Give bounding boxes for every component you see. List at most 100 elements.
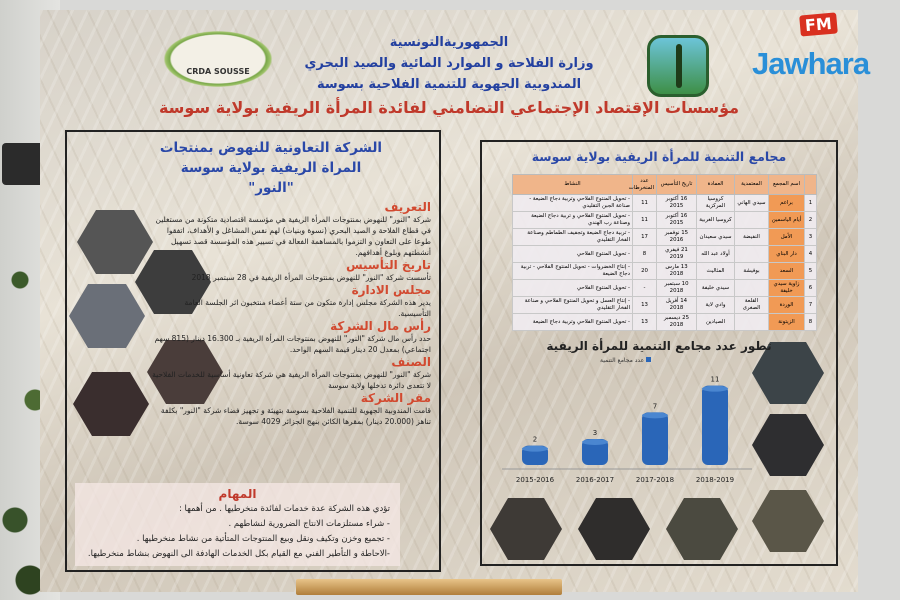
section-type: الصنف شركة "النور" للنهوض بمنتوجات المرأة… — [152, 355, 431, 390]
table-cell: - تحويل المنتوج الفلاحي وتربية دجاج الضي… — [512, 194, 633, 212]
data-label: 3 — [593, 429, 597, 437]
table-row: 6 زاوية سيدي خليفة سيدي خليفة 10 سبتمبر 201… — [512, 279, 817, 297]
panel-title: مجامع التنمية للمرأة الريفية بولاية سوسة — [531, 149, 787, 164]
table-row: 4 دار البناي أولاد عبد الله 21 فيفري 2019 8-… — [512, 245, 817, 263]
table-cell: الزيتونة — [768, 313, 805, 331]
chart-title: تطور عدد مجامع التنمية للمرأة الريفية — [546, 339, 772, 353]
table-cell: - تربية دجاج الضيعة وتجفيف الطماطم وصناع… — [512, 228, 633, 246]
table-cell: سيدي الهاني — [734, 194, 769, 212]
table-cell — [734, 245, 769, 263]
column-header: العمادة — [696, 174, 735, 195]
tick-label: 2017-2018 — [636, 476, 674, 484]
table-cell: النفيضة — [734, 228, 769, 246]
column-header: المعتمدية — [734, 174, 769, 195]
tick-label: 2015-2016 — [516, 476, 555, 484]
tick-label: 2018-2019 — [696, 476, 734, 484]
table-cell: 16 أكتوبر 2015 — [656, 211, 697, 229]
table-cell: 1 — [804, 194, 817, 212]
table-cell: 15 نوفمبر 2016 — [656, 228, 697, 246]
table-cell: 3 — [804, 228, 817, 246]
wooden-stand — [296, 579, 562, 595]
data-label: 11 — [711, 376, 720, 384]
table-cell: بوفيشة — [734, 262, 769, 280]
table-cell: الصيادين — [696, 313, 735, 331]
table-cell — [734, 279, 769, 297]
table-cell: 13 مارس 2018 — [656, 262, 697, 280]
table-cell: براعم — [768, 194, 805, 212]
table-row: 1 براعم سيدي الهاني كروسيا المركزية 16 أكتوب… — [512, 194, 817, 212]
table-cell: سيدي سعيدان — [696, 228, 735, 246]
column-header: عدد المنخرطات — [629, 174, 657, 195]
data-label: 7 — [653, 402, 657, 410]
table-row: 5 السعد بوفيشة المثاليث 13 مارس 2018 20- إنتا… — [512, 262, 817, 280]
header-line: وزارة الفلاحة و الموارد المائية والصيد ا… — [304, 56, 594, 71]
table-cell: 7 — [804, 296, 817, 314]
table-cell — [734, 313, 769, 331]
table-cell: دار البناي — [768, 245, 805, 263]
legend-swatch — [646, 357, 652, 362]
poster-header: الجمهوريةالتونسية وزارة الفلاحة و الموار… — [40, 32, 858, 118]
table-cell: 5 — [804, 262, 817, 280]
table-cell: 20 — [632, 262, 657, 280]
photo — [77, 210, 153, 274]
poster-title: مؤسسات الإقتصاد الإجتماعي التضامني لفائد… — [158, 98, 740, 117]
table-cell — [734, 211, 769, 229]
mission-box: المهام تؤدي هذه الشركة عدة خدمات لفائدة … — [75, 483, 400, 566]
table-cell: 16 أكتوبر 2015 — [656, 194, 697, 212]
section-capital: رأس مال الشركة حدد رأس مال شركة "النور" ل… — [154, 319, 431, 354]
jawhara-fm-watermark: FM Jawhara — [752, 12, 870, 81]
table-cell: كروسيا المركزية — [696, 194, 735, 212]
photo — [752, 414, 824, 476]
bar — [582, 439, 608, 465]
photo — [666, 498, 738, 560]
table-cell: - إنتاج العسل و تحويل المنتوج الفلاحي و … — [512, 296, 633, 314]
table-cell: الوردة — [768, 296, 805, 314]
groups-panel: مجامع التنمية للمرأة الريفية بولاية سوسة… — [480, 140, 838, 566]
bar-top — [702, 385, 728, 392]
crda-logo: CRDA SOUSSE — [158, 28, 278, 90]
poster: CRDA SOUSSE الجمهوريةالتونسية وزارة الفل… — [40, 10, 858, 592]
cooperative-panel: الشركة التعاونية للنهوض بمنتجات المراة ا… — [65, 130, 441, 572]
table-cell: وادي لاية — [696, 296, 735, 314]
table-cell: 2 — [804, 211, 817, 229]
photo — [752, 342, 824, 404]
table-cell: - تحويل المنتوج الفلاحي — [512, 279, 633, 297]
photo — [73, 372, 149, 436]
bar-top — [582, 439, 608, 445]
bar-chart: 2 2015-2016 3 2016-2017 7 2017-2018 11 2018-201… — [502, 376, 752, 484]
table-cell: كروسيا الغربية — [696, 211, 735, 229]
column-header: تاريخ التأسيس — [656, 174, 697, 195]
data-label: 2 — [533, 436, 537, 444]
photo — [490, 498, 562, 560]
column-header: اسم المجمع — [768, 174, 805, 195]
table-row: 8 الزيتونة الصيادين 25 ديسمبر 2018 13- تحويل… — [512, 313, 817, 331]
section-headquarters: مقر الشركة قامت المندوبية الجهوية للتنمية… — [160, 391, 431, 426]
bar — [642, 412, 668, 465]
table-row: 2 أيام الياسمين كروسيا الغربية 16 أكتوبر 20… — [512, 211, 817, 229]
table-row: 3 الأمل النفيضة سيدي سعيدان 15 نوفمبر 2016 17… — [512, 228, 817, 246]
header-line: الجمهوريةالتونسية — [389, 35, 509, 50]
table-row: 7 الوردة القلعة الصغرى وادي لاية 14 أفريل 20… — [512, 296, 817, 314]
table-cell: الأمل — [768, 228, 805, 246]
table-cell: - — [632, 279, 657, 297]
column-header — [804, 174, 817, 195]
table-cell: 8 — [632, 245, 657, 263]
table-cell: 14 أفريل 2018 — [656, 296, 697, 314]
photo — [578, 498, 650, 560]
groups-table: اسم المجمع المعتمدية العمادة تاريخ التأسيس ع… — [512, 174, 817, 331]
table-cell: 11 — [632, 194, 657, 212]
section-board: مجلس الادارة يدير هذه الشركة مجلس إدارة م… — [184, 283, 431, 318]
header-line: المندوبية الجهوية للتنمية الفلاحية بسوسة — [316, 77, 582, 92]
table-cell: 8 — [804, 313, 817, 331]
tick-label: 2016-2017 — [576, 476, 614, 484]
photo — [752, 490, 824, 552]
table-cell: 10 سبتمبر 2018 — [656, 279, 697, 297]
table-cell: 21 فيفري 2019 — [656, 245, 697, 263]
bar — [702, 385, 728, 465]
table-cell: سيدي خليفة — [696, 279, 735, 297]
ministry-logo — [647, 35, 709, 97]
table-cell: 11 — [632, 211, 657, 229]
table-cell: - تحويل المنتوج الفلاحي و تربية دجاج الض… — [512, 211, 633, 229]
table-cell: القلعة الصغرى — [734, 296, 769, 314]
sections: التعريف شركة "النور" للنهوض بمنتوجات المر… — [151, 200, 431, 427]
